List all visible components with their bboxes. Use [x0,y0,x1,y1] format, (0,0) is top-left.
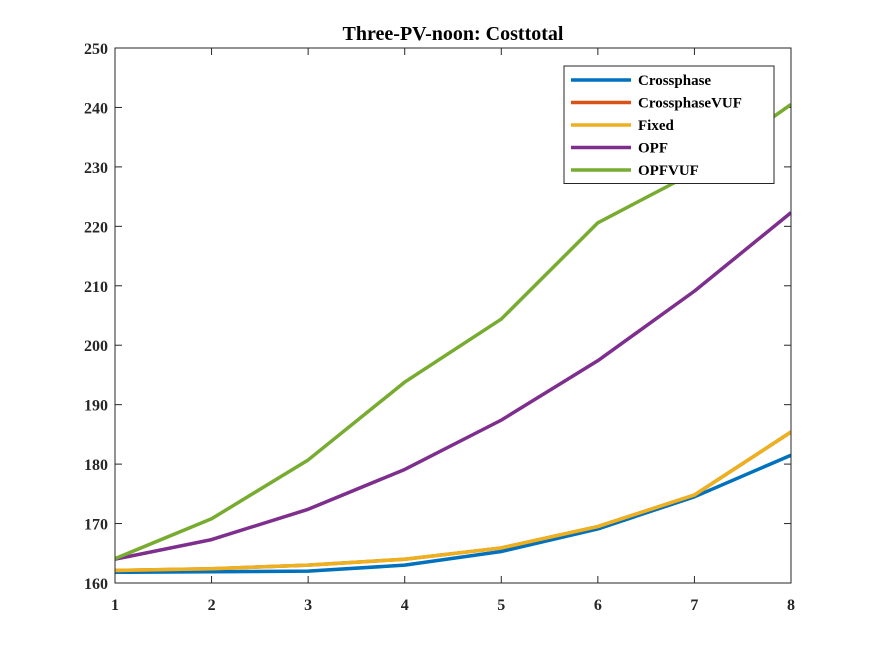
y-tick-label: 220 [84,219,108,236]
y-tick-label: 250 [84,41,108,58]
legend-label: Crossphase [638,73,711,89]
x-tick-label: 6 [594,597,602,614]
x-tick-label: 2 [208,597,216,614]
legend-label: OPF [638,141,668,157]
x-tick-label: 1 [111,597,119,614]
series-line-crossphase [115,453,791,575]
y-tick-label: 230 [84,160,108,177]
series-line-crossphasevuf [115,430,791,573]
y-tick-label: 180 [84,457,108,474]
series-line-opf [115,211,791,561]
x-tick-label: 7 [690,597,698,614]
x-tick-label: 4 [401,597,409,614]
plot-area-border [114,47,792,584]
x-tick-label: 3 [304,597,312,614]
y-axis-ticks: 160 170 180 190 200 210 220 230 240 250 [84,41,791,593]
y-tick-label: 170 [84,517,108,534]
legend-label: Fixed [638,118,674,134]
legend: Crossphase CrossphaseVUF Fixed OPF OPFVUF [563,65,775,184]
x-axis-ticks: 1 2 3 4 5 6 7 8 [111,48,795,614]
legend-label: CrossphaseVUF [638,96,742,112]
x-tick-label: 8 [787,597,795,614]
legend-label: OPFVUF [638,163,699,179]
chart-title: Three-PV-noon: Costtotal [343,23,564,45]
x-tick-label: 5 [497,597,505,614]
y-tick-label: 240 [84,100,108,117]
y-tick-label: 190 [84,398,108,415]
y-tick-label: 210 [84,279,108,296]
series-line-fixed [115,430,791,573]
y-tick-label: 200 [84,338,108,355]
y-tick-label: 160 [84,576,108,593]
